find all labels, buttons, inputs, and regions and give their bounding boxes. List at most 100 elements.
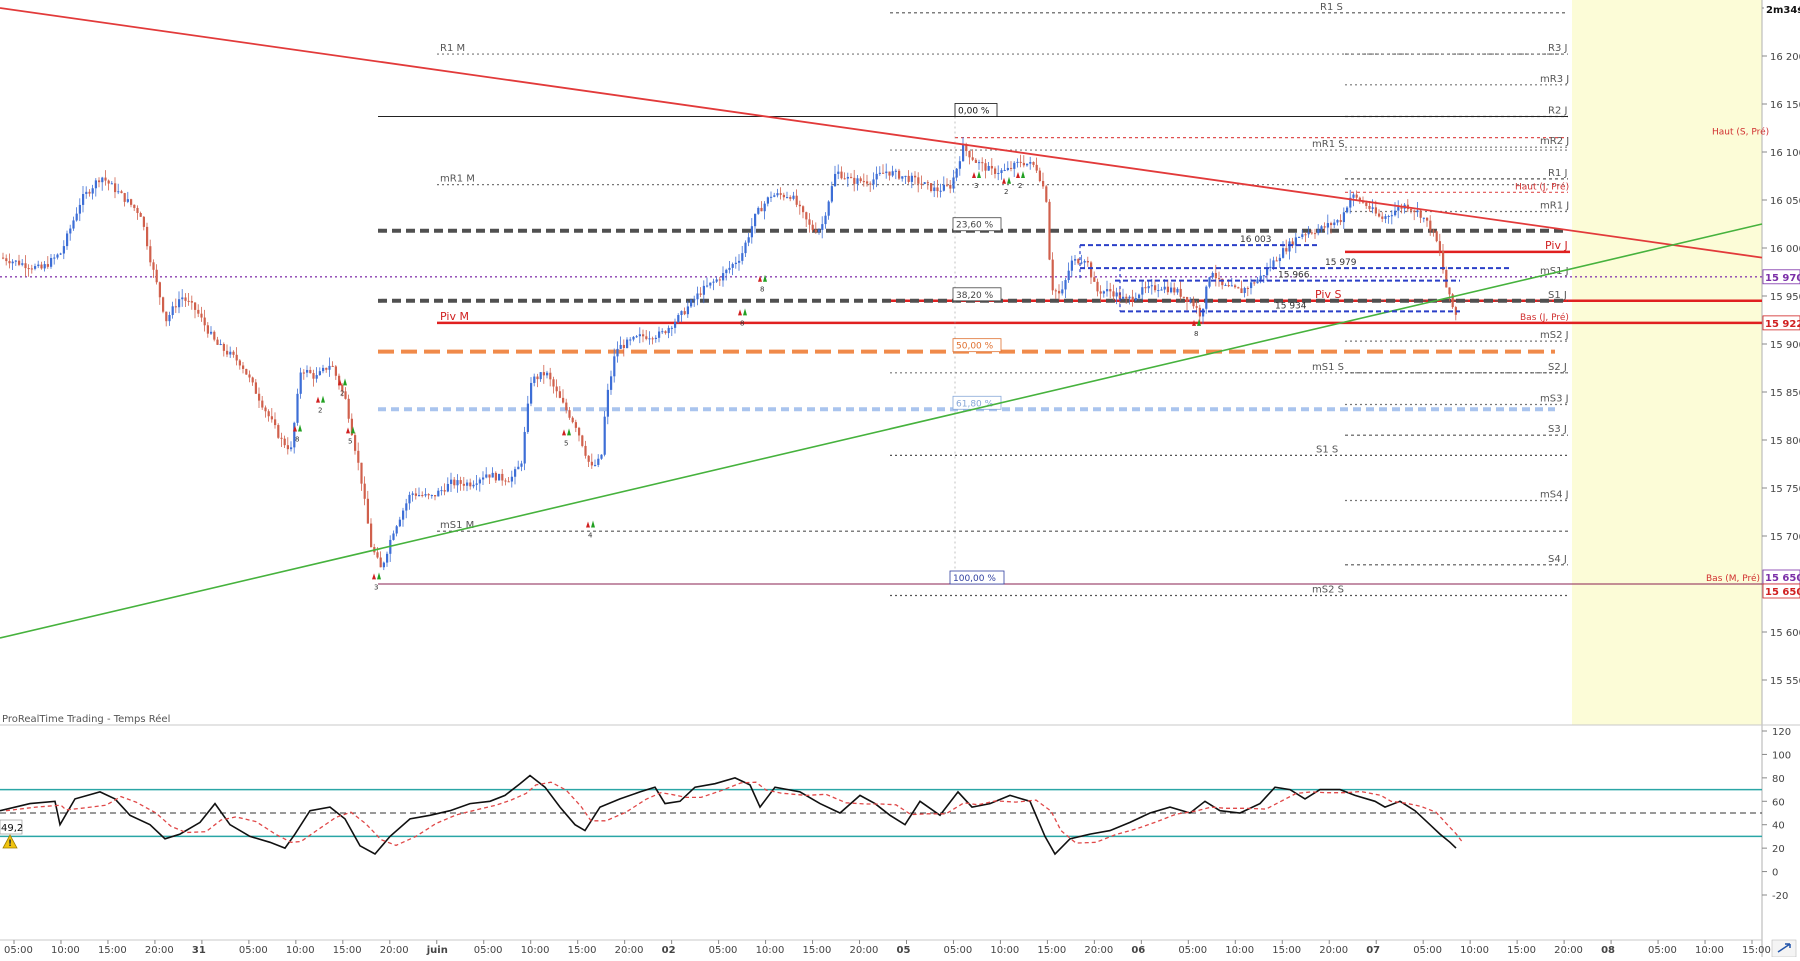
watermark-text: ProRealTime Trading - Temps Réel — [2, 713, 170, 725]
candle-body — [1291, 241, 1294, 246]
candle-body — [504, 480, 507, 482]
level-label: mS2 J — [1540, 330, 1569, 341]
candle-body — [533, 376, 536, 383]
candle-body — [1022, 162, 1025, 166]
candle-body — [456, 480, 459, 486]
candle-body — [1230, 285, 1233, 287]
candle-body — [1144, 287, 1147, 289]
pattern-marker: 5 — [564, 439, 568, 447]
candle-body — [299, 372, 302, 394]
candle-body — [1202, 308, 1205, 317]
candle-body — [597, 458, 600, 465]
candle-body — [491, 472, 494, 478]
candle-body — [760, 207, 763, 212]
price-tick-label: 16 150 — [1770, 100, 1800, 111]
candle-body — [216, 339, 219, 345]
candle-body — [888, 171, 891, 176]
candle-body — [562, 397, 565, 403]
fib-label-box — [952, 287, 1002, 302]
candle-body — [1128, 296, 1131, 299]
candle-body — [923, 182, 926, 184]
warning-triangle-icon[interactable]: ! — [2, 834, 18, 849]
time-tick-label: 31 — [192, 945, 206, 956]
candle-body — [2, 257, 5, 259]
time-tick-label: 20:00 — [145, 945, 174, 956]
time-tick-label: 10:00 — [1695, 945, 1724, 956]
signal-arrow-down — [1002, 177, 1006, 184]
candle-body — [1256, 279, 1259, 284]
candle-body — [1374, 207, 1377, 214]
candle-body — [171, 306, 174, 316]
candle-body — [24, 263, 27, 269]
price-tick-label: 15 700 — [1770, 532, 1800, 543]
candle-body — [21, 263, 24, 265]
candle-body — [574, 422, 577, 428]
svg-text:!: ! — [8, 839, 12, 849]
candle-body — [1416, 210, 1419, 213]
candle-body — [1086, 261, 1089, 263]
candle-body — [677, 315, 680, 323]
candle-body — [955, 168, 958, 178]
level-label: Haut (J, Pré) — [1515, 181, 1569, 192]
candle-body — [584, 445, 587, 456]
candle-body — [162, 297, 165, 312]
candle-body — [59, 253, 62, 255]
candle-body — [1080, 262, 1083, 264]
candle-body — [1070, 260, 1073, 271]
time-tick-label: 08 — [1601, 945, 1615, 956]
candle-body — [277, 425, 280, 438]
candle-body — [203, 317, 206, 326]
candle-body — [56, 254, 59, 258]
box-value-label: 16 003 — [1240, 235, 1272, 245]
signal-arrow-up — [343, 378, 347, 386]
candle-body — [408, 494, 411, 504]
candle-body — [312, 373, 315, 379]
candle-body — [757, 207, 760, 214]
candle-body — [603, 416, 606, 455]
candle-body — [440, 490, 443, 492]
candle-body — [840, 171, 843, 179]
candle-body — [654, 337, 657, 340]
candle-body — [280, 437, 283, 439]
candle-body — [1211, 272, 1214, 278]
candle-body — [318, 371, 321, 376]
candle-body — [1243, 287, 1246, 294]
candle-body — [1077, 259, 1080, 264]
candle-body — [1326, 223, 1329, 228]
candle-body — [66, 233, 69, 247]
candle-body — [1400, 207, 1403, 209]
candle-body — [91, 188, 94, 194]
candle-body — [802, 206, 805, 213]
pattern-marker: 8 — [1194, 330, 1198, 338]
candle-body — [782, 194, 785, 198]
resize-arrows-icon[interactable] — [1771, 939, 1797, 958]
candle-body — [523, 431, 526, 464]
candle-body — [1227, 285, 1230, 287]
pattern-marker: 5 — [348, 437, 352, 445]
candle-body — [1214, 272, 1217, 279]
candle-body — [818, 229, 821, 232]
rsi-tick-label: 40 — [1772, 821, 1785, 832]
time-tick-label: 07 — [1366, 945, 1380, 956]
candle-body — [1131, 296, 1134, 301]
candle-body — [27, 268, 30, 270]
candle-body — [590, 461, 593, 466]
candle-body — [1307, 232, 1310, 235]
candle-body — [1170, 287, 1173, 293]
signal-arrow-up — [743, 308, 747, 316]
candle-body — [1099, 291, 1102, 294]
time-tick-label: 10:00 — [521, 945, 550, 956]
candle-body — [1275, 260, 1278, 262]
candle-body — [568, 410, 571, 418]
pattern-marker: 2 — [340, 389, 344, 397]
signal-arrow-up — [1021, 171, 1025, 179]
support-trendline — [0, 223, 1763, 639]
price-tick-label: 15 600 — [1770, 628, 1800, 639]
candle-body — [152, 262, 155, 270]
time-tick-label: 10:00 — [286, 945, 315, 956]
candle-body — [1182, 296, 1185, 298]
candle-body — [1176, 288, 1179, 293]
time-tick-label: 20:00 — [1554, 945, 1583, 956]
candle-body — [1438, 241, 1441, 251]
